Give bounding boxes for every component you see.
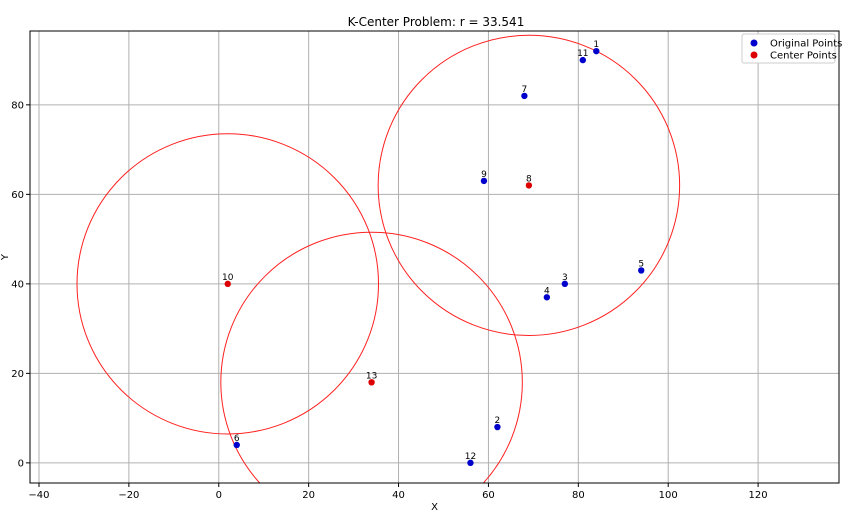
point-label: 1 <box>593 40 599 50</box>
y-tick-label: 60 <box>11 190 24 201</box>
x-tick-label: 120 <box>749 490 768 501</box>
point-label: 13 <box>366 371 377 381</box>
chart-title: K-Center Problem: r = 33.541 <box>348 15 525 29</box>
grid-lines <box>30 31 839 483</box>
point-label: 8 <box>526 174 532 184</box>
plot-frame <box>29 30 840 484</box>
original-point-12 <box>467 459 474 467</box>
original-point-6 <box>233 441 240 449</box>
legend-marker-center <box>750 51 758 59</box>
point-label: 12 <box>465 452 476 462</box>
center-point-10 <box>224 280 231 288</box>
legend-label-center: Center Points <box>770 51 837 62</box>
x-axis-label: X <box>431 502 438 513</box>
original-point-9 <box>480 177 488 185</box>
x-tick-label: −20 <box>118 490 139 501</box>
x-tick-label: 0 <box>216 490 222 501</box>
legend-marker-original <box>750 39 758 47</box>
original-point-3 <box>561 280 569 288</box>
y-tick-label: 80 <box>11 100 24 111</box>
original-point-4 <box>543 294 551 301</box>
x-tick-label: 80 <box>572 490 585 501</box>
x-tick-label: 20 <box>302 490 315 501</box>
original-point-7 <box>521 92 528 100</box>
point-label: 9 <box>481 170 487 180</box>
point-label: 7 <box>522 85 528 95</box>
legend-box <box>741 33 836 64</box>
y-tick-label: 40 <box>11 279 24 290</box>
point-label: 2 <box>495 416 501 426</box>
radius-circle-8 <box>377 34 681 337</box>
original-point-1 <box>593 47 600 55</box>
original-point-11 <box>579 56 587 64</box>
point-label: 11 <box>577 49 588 59</box>
x-tick-label: −40 <box>28 490 49 501</box>
point-label: 4 <box>544 286 550 296</box>
y-tick-label: 0 <box>18 458 24 469</box>
radius-circle-10 <box>76 133 380 435</box>
center-radius-circles <box>76 34 681 483</box>
point-label: 10 <box>222 273 234 283</box>
y-tick-label: 20 <box>11 369 24 380</box>
center-point-8 <box>525 182 533 189</box>
point-label: 5 <box>638 259 644 269</box>
axis-ticks: −40 −20 0 20 40 60 80 100 120 0 20 40 60 80 <box>11 100 767 501</box>
x-tick-label: 60 <box>482 490 495 501</box>
original-point-5 <box>638 267 645 274</box>
point-label: 3 <box>562 273 568 283</box>
legend-label-original: Original Points <box>770 39 842 50</box>
y-axis-label: Y <box>0 253 11 261</box>
x-tick-label: 100 <box>659 490 678 501</box>
radius-circle-13 <box>220 231 523 483</box>
x-tick-label: 40 <box>392 490 405 501</box>
legend: Original Points Center Points <box>741 33 842 64</box>
point-label: 6 <box>234 434 240 444</box>
original-point-2 <box>494 423 501 431</box>
center-point-13 <box>368 379 375 386</box>
